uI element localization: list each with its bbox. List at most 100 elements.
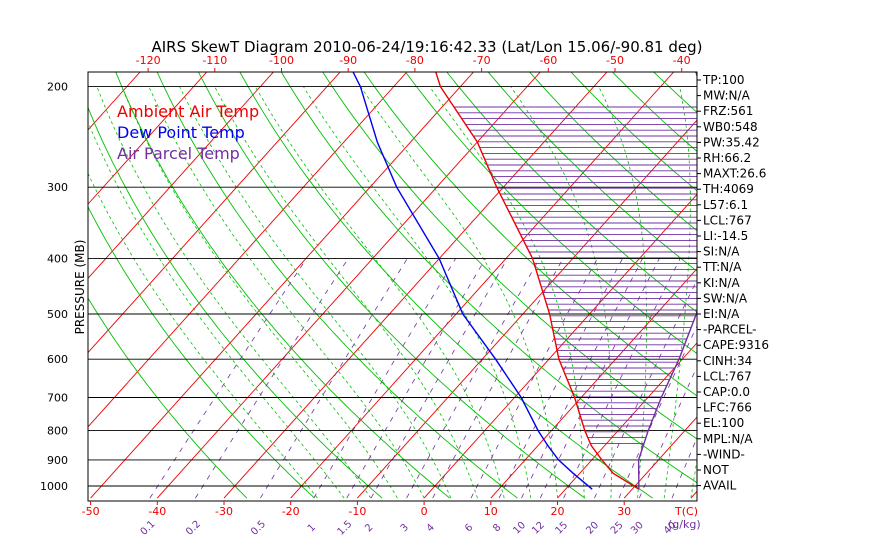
moist-adiabat-line <box>214 86 478 499</box>
side-panel-item: KI:N/A <box>703 276 740 290</box>
isotherm-line <box>88 72 208 205</box>
top-temp-tick-label: -40 <box>673 54 691 67</box>
mixing-ratio-line <box>313 258 456 499</box>
side-panel-item: PW:35.42 <box>703 135 760 149</box>
side-panel-item: L57:6.1 <box>703 198 748 212</box>
mixing-ratio-line <box>498 258 623 499</box>
top-temp-tick-label: -100 <box>269 54 294 67</box>
mixing-ratio-line <box>618 325 697 499</box>
top-temp-tick-label: -70 <box>473 54 491 67</box>
mixing-ratio-line <box>539 258 660 499</box>
mixing-ratio-tick-label: 3 <box>399 522 411 534</box>
mixing-ratio-tick-label: 15 <box>553 520 570 537</box>
side-panel-item: SW:N/A <box>703 291 748 305</box>
legend-label: Ambient Air Temp <box>117 102 259 121</box>
moist-adiabat-line <box>179 86 452 499</box>
isotherm-line <box>88 72 141 131</box>
dry-adiabat-line <box>363 72 697 397</box>
axes: 1002003004005006007008009001000-50-40-30… <box>40 54 701 538</box>
dry-adiabat-line <box>795 0 870 498</box>
dry-adiabat-line <box>115 72 450 499</box>
isotherm-line <box>88 72 341 354</box>
dry-adiabat-line <box>88 297 248 499</box>
moist-adiabat-line <box>663 86 691 499</box>
mixing-ratio-tick-label: 12 <box>530 520 547 537</box>
side-panel-item: TT:N/A <box>702 260 742 274</box>
pressure-tick-label: 400 <box>47 253 68 266</box>
cape-hatch <box>454 106 697 444</box>
mixing-ratio-tick-label: 6 <box>463 522 475 534</box>
ambient-temp-line <box>435 72 640 490</box>
bottom-temp-tick-label: 20 <box>551 505 565 518</box>
side-panel-item: CAP:0.0 <box>703 385 750 399</box>
moist-adiabat-lines <box>88 86 697 499</box>
side-panel-item: MPL:N/A <box>703 432 753 446</box>
dry-adiabat-line <box>280 72 697 484</box>
mixing-ratio-tick-label: 30 <box>629 520 646 537</box>
dry-adiabat-line <box>197 72 586 499</box>
isotherm-line <box>758 0 870 498</box>
pressure-tick-label: 500 <box>47 308 68 321</box>
side-panel-item: MW:N/A <box>703 89 751 103</box>
isotherm-line <box>156 72 541 499</box>
isotherm-line <box>88 72 408 428</box>
side-panel-item: LI:-14.5 <box>703 229 748 243</box>
mixing-ratio-tick-label: 0.2 <box>184 519 203 538</box>
isobar-lines <box>88 86 697 487</box>
mixing-ratio-tick-label: 20 <box>584 520 601 537</box>
mixing-ratio-lines <box>149 258 697 499</box>
top-temp-tick-label: -50 <box>606 54 624 67</box>
dry-adiabat-line <box>322 72 697 440</box>
mixing-ratio-unit-label: (g/kg) <box>668 518 701 531</box>
side-panel-item: LCL:767 <box>703 213 752 227</box>
top-temp-tick-label: -60 <box>539 54 557 67</box>
isotherm-line <box>0 0 226 498</box>
moist-adiabat-line <box>360 86 558 499</box>
dry-adiabat-line <box>446 72 697 313</box>
legend-label: Air Parcel Temp <box>117 144 240 163</box>
mixing-ratio-tick-label: 1 <box>306 522 318 534</box>
pressure-tick-label: 300 <box>47 181 68 194</box>
pressure-tick-label: 1000 <box>40 480 68 493</box>
side-panel-item: TH:4069 <box>702 182 754 196</box>
pressure-tick-label: 700 <box>47 392 68 405</box>
mixing-ratio-line <box>260 258 408 499</box>
bottom-temp-tick-label: -40 <box>148 505 166 518</box>
side-panel-item: RH:66.2 <box>703 151 751 165</box>
bottom-temp-tick-label: -50 <box>82 505 100 518</box>
mixing-ratio-tick-label: 2 <box>363 522 375 534</box>
mixing-ratio-line <box>149 258 307 499</box>
moist-adiabat-line <box>429 86 585 499</box>
pressure-tick-label: 600 <box>47 353 68 366</box>
dry-adiabat-line <box>88 206 315 499</box>
isotherm-line <box>824 0 870 498</box>
side-panel-item: NOT <box>703 463 729 477</box>
side-panel-item: -WIND- <box>703 447 745 461</box>
isotherm-line <box>290 72 675 499</box>
moist-adiabat-line <box>303 86 532 499</box>
mixing-ratio-tick-label: 1.5 <box>336 519 355 538</box>
mixing-ratio-tick-label: 8 <box>491 522 503 534</box>
dry-adiabat-line <box>726 0 870 498</box>
mixing-ratio-line <box>563 258 681 499</box>
top-temp-tick-label: -80 <box>406 54 424 67</box>
top-temp-tick-label: -120 <box>136 54 161 67</box>
mixing-ratio-line <box>638 365 697 499</box>
dewpoint-line <box>352 72 593 490</box>
moist-adiabat-line <box>88 120 345 499</box>
dry-adiabat-line <box>622 0 870 498</box>
side-panel-item: WB0:548 <box>703 120 758 134</box>
dry-adiabat-line <box>570 72 697 192</box>
isotherm-line <box>0 0 26 498</box>
mixing-ratio-tick-label: 10 <box>511 520 528 537</box>
mixing-ratio-line <box>195 258 349 499</box>
dry-adiabat-line <box>829 0 870 498</box>
side-panel-item: LFC:766 <box>703 401 752 415</box>
pressure-tick-label: 900 <box>47 454 68 467</box>
dry-adiabat-line <box>653 72 697 113</box>
side-panel-item: EI:N/A <box>703 307 740 321</box>
chart-title: AIRS SkewT Diagram 2010-06-24/19:16:42.3… <box>151 38 702 56</box>
mixing-ratio-line <box>370 258 508 499</box>
moist-adiabat-line <box>255 86 505 499</box>
